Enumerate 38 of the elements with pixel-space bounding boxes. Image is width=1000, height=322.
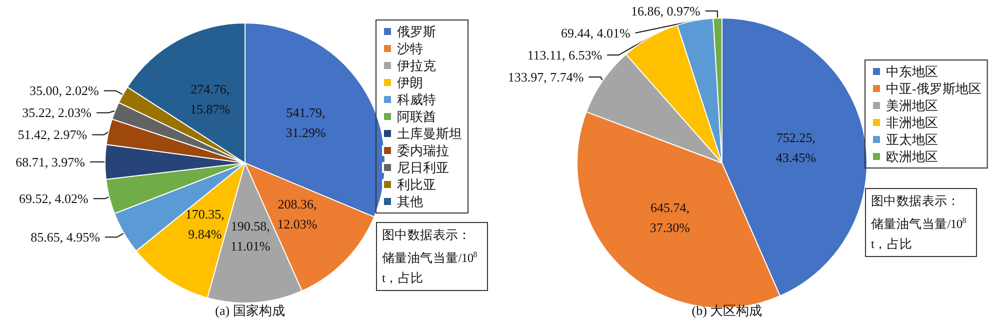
legend-label: 委内瑞拉 (397, 143, 449, 158)
data-label: 69.52, 4.02% (18, 191, 88, 206)
legend-label: 非洲地区 (886, 115, 938, 130)
text: 图中数据表示：储量油气当量/10$^{8}$ t，占比 (382, 228, 477, 286)
data-label: 133.97, 7.74% (508, 70, 584, 84)
data-label: 69.44, 4.01% (560, 26, 630, 40)
text: 图中数据表示：储量油气当量/10$^{8}$ t，占比 (871, 194, 966, 252)
data-label: 51.42, 2.97% (18, 127, 88, 142)
legend-label: 中亚-俄罗斯地区 (886, 81, 982, 96)
legend-label: 伊拉克 (397, 58, 436, 73)
data-label: 16.86, 0.97% (630, 4, 700, 18)
legend-label: 其他 (397, 194, 423, 209)
data-label: 170.35, 9.84% (185, 206, 224, 242)
legend-label: 尼日利亚 (397, 160, 449, 175)
text: (a) 国家构成 (215, 303, 285, 318)
data-label: 68.71, 3.97% (16, 154, 86, 170)
data-label: 113.11, 6.53% (527, 48, 602, 62)
legend-label: 土库曼斯坦 (397, 126, 462, 141)
legend-label: 中东地区 (886, 64, 938, 79)
data-label: 85.65, 4.95% (30, 230, 100, 245)
legend-label: 欧洲地区 (886, 149, 938, 164)
legend-label: 沙特 (397, 41, 423, 56)
data-label: 274.76, 15.87% (190, 81, 230, 116)
data-label: 208.36, 12.03% (277, 196, 318, 232)
data-label: 541.79, 31.29% (286, 105, 326, 140)
legend-label: 伊朗 (397, 75, 423, 90)
legend-label: 美洲地区 (886, 98, 938, 113)
data-label: 645.74, 37.30% (650, 200, 690, 236)
data-label: 35.22, 2.03% (22, 105, 92, 120)
data-label: 35.00, 2.02% (30, 83, 99, 98)
legend-label: 科威特 (397, 92, 436, 107)
data-label: 190.58, 11.01% (230, 218, 270, 254)
legend-label: 阿联酋 (397, 109, 436, 124)
legend-label: 俄罗斯 (397, 24, 436, 39)
text: (b) 大区构成 (692, 303, 762, 318)
legend-label: 利比亚 (397, 177, 436, 192)
legend-label: 亚太地区 (886, 132, 938, 147)
data-label: 752.25, 43.45% (776, 130, 816, 166)
